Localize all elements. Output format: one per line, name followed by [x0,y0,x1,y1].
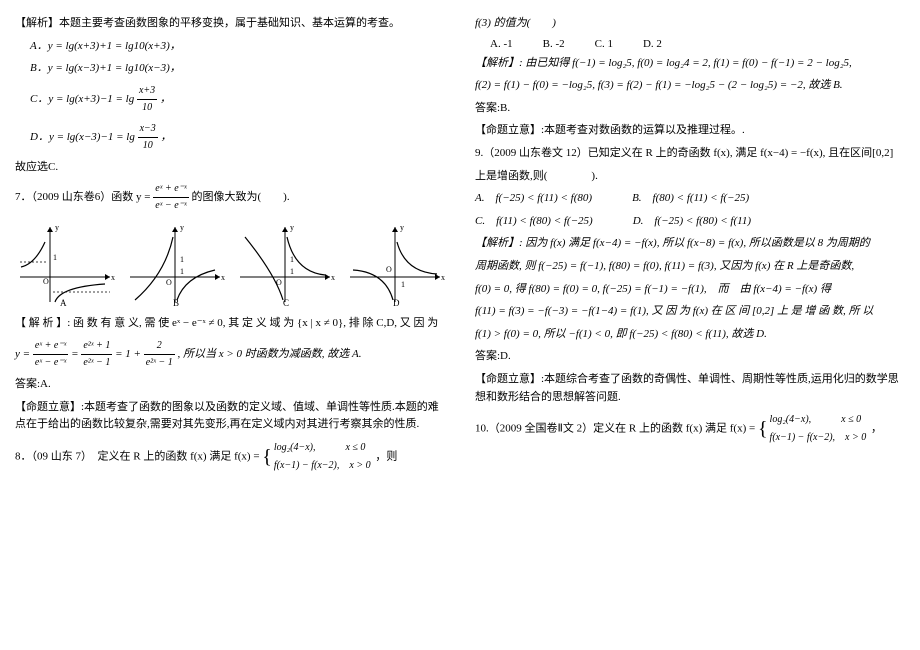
svg-text:x: x [441,273,445,282]
choice-d: D. 2 [643,38,662,50]
q9-analysis3: f(0) = 0, 得 f(80) = f(0) = 0, f(−25) = f… [475,281,905,299]
svg-text:A: A [60,298,67,307]
svg-text:y: y [290,223,294,232]
r-analysis2: f(2) = f(1) − f(0) = −log₂5, f(3) = f(2)… [475,77,905,95]
svg-text:O: O [386,265,392,274]
svg-text:1: 1 [53,253,57,262]
graph-row: O y x 1 A O y x 1 1 B [15,222,445,307]
svg-text:y: y [55,223,59,232]
r-meaning: 【命题立意】:本题考查对数函数的运算以及推理过程。. [475,122,905,140]
q9-opt-d: D. f(−25) < f(80) < f(11) [633,213,751,231]
r-answer-b: 答案:B. [475,100,905,118]
left-column: 【解析】本题主要考查函数图象的平移变换，属于基础知识、基本运算的考查。 A．y … [0,0,460,650]
q9-opt-b: B. f(80) < f(11) < f(−25) [632,190,749,208]
conclusion: 故应选C. [15,159,445,177]
q7-meaning: 【命题立意】:本题考查了函数的图象以及函数的定义域、值域、单调性等性质.本题的难… [15,399,445,434]
svg-text:1: 1 [290,255,294,264]
svg-text:1: 1 [290,267,294,276]
svg-text:1: 1 [401,280,405,289]
q9-analysis1: 【解析】: 因为 f(x) 满足 f(x−4) = −f(x), 所以 f(x−… [475,235,905,253]
question-9b: 上是增函数,则( ). [475,168,905,186]
r-analysis1: 【解析】: 由已知得 f(−1) = log₂5, f(0) = log₂4 =… [475,55,905,73]
q9-options-row2: C. f(11) < f(80) < f(−25) D. f(−25) < f(… [475,213,905,231]
q9-opt-a: A. f(−25) < f(11) < f(80) [475,190,592,208]
optd-pre: D．y = lg(x−3)−1 = lg [30,131,135,143]
graph-b: O y x 1 1 B [125,222,225,307]
q9-opt-c: C. f(11) < f(80) < f(−25) [475,213,593,231]
q9-analysis4: f(11) = f(3) = −f(−3) = −f(1−4) = f(1), … [475,303,905,321]
option-a: A．y = lg(x+3)+1 = lg10(x+3)， [30,38,445,56]
svg-text:x: x [111,273,115,282]
option-b: B．y = lg(x−3)+1 = lg10(x−3)， [30,60,445,78]
option-d: D．y = lg(x−3)−1 = lg x−310 ， [30,121,445,154]
svg-text:B: B [173,298,179,307]
svg-text:1: 1 [180,267,184,276]
r-line1: f(3) 的值为( ) [475,15,905,33]
q9-answer: 答案:D. [475,348,905,366]
q9-meaning: 【命题立意】:本题综合考查了函数的奇偶性、单调性、周期性等性质,运用化归的数学思… [475,371,905,406]
right-column: f(3) 的值为( ) A. -1 B. -2 C. 1 D. 2 【解析】: … [460,0,920,650]
q7-equation: y = eˣ + e⁻ˣeˣ − e⁻ˣ = e²ˣ + 1e²ˣ − 1 = … [15,338,445,371]
svg-text:x: x [331,273,335,282]
q9-analysis2: 周期函数, 则 f(−25) = f(−1), f(80) = f(0), f(… [475,258,905,276]
option-c: C．y = lg(x+3)−1 = lg x+310 ， [30,83,445,116]
choice-c: C. 1 [595,38,613,50]
question-9: 9.（2009 山东卷文 12）已知定义在 R 上的奇函数 f(x), 满足 f… [475,145,905,163]
svg-text:x: x [221,273,225,282]
svg-text:D: D [393,298,400,307]
optc-pre: C．y = lg(x+3)−1 = lg [30,93,134,105]
graph-d: O y x 1 D [345,222,445,307]
q7-answer: 答案:A. [15,376,445,394]
svg-text:O: O [166,278,172,287]
choice-b: B. -2 [543,38,565,50]
svg-text:O: O [43,277,49,286]
graph-a: O y x 1 A [15,222,115,307]
analysis-intro: 【解析】本题主要考查函数图象的平移变换，属于基础知识、基本运算的考查。 [15,15,445,33]
choice-a: A. -1 [490,38,513,50]
svg-text:y: y [180,223,184,232]
q9-options-row1: A. f(−25) < f(11) < f(80) B. f(80) < f(1… [475,190,905,208]
graph-c: O y x 1 1 C [235,222,335,307]
question-7: 7．（2009 山东卷6）函数 y = eˣ + e⁻ˣeˣ − e⁻ˣ 的图像… [15,181,445,214]
svg-text:y: y [400,223,404,232]
question-8: 8．（09 山东 7） 定义在 R 上的函数 f(x) 满足 f(x) = { … [15,439,445,475]
svg-text:C: C [283,298,289,307]
choice-row-1: A. -1 B. -2 C. 1 D. 2 [490,38,905,50]
question-10: 10.（2009 全国卷Ⅱ文 2）定义在 R 上的函数 f(x) 满足 f(x)… [475,411,905,447]
q9-analysis5: f(1) > f(0) = 0, 所以 −f(1) < 0, 即 f(−25) … [475,326,905,344]
q7-analysis-pre: 【 解 析 】: 函 数 有 意 义, 需 使 eˣ − e⁻ˣ ≠ 0, 其 … [15,315,445,333]
svg-text:1: 1 [180,255,184,264]
